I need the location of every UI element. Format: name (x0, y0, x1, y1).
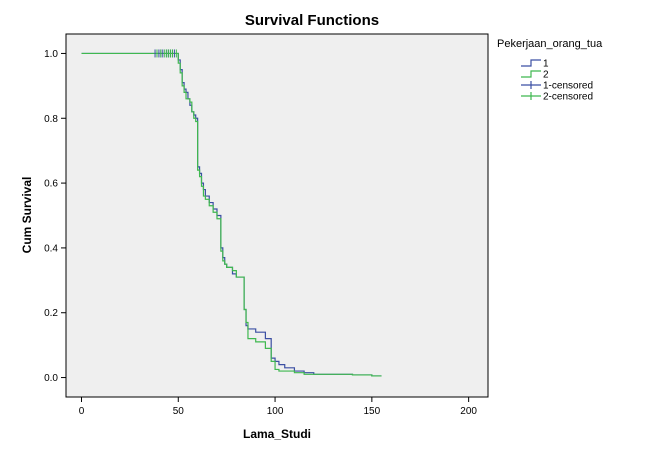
x-tick-label: 150 (364, 406, 381, 417)
x-tick-label: 0 (79, 406, 85, 417)
y-tick-label: 1.0 (44, 49, 58, 60)
x-tick-label: 50 (173, 406, 185, 417)
legend-label: 2-censored (543, 92, 593, 103)
plot-area (65, 33, 489, 398)
y-axis-label: Cum Survival (20, 177, 34, 254)
y-tick-label: 0.4 (44, 243, 58, 254)
x-tick-label: 100 (267, 406, 284, 417)
chart-title: Survival Functions (245, 12, 379, 29)
y-tick-label: 0.0 (44, 373, 58, 384)
legend-swatch-2 (521, 70, 541, 78)
y-tick-label: 0.6 (44, 179, 58, 190)
axis-ticks: 0 50 100 150 200 0.0 0.2 0.4 0.6 0.8 1.0 (44, 49, 477, 417)
x-axis-label: Lama_Studi (243, 427, 311, 441)
legend: Pekerjaan_orang_tua 121-censored2-censor… (497, 38, 603, 103)
legend-swatch-1 (521, 59, 541, 67)
legend-title: Pekerjaan_orang_tua (497, 38, 603, 50)
legend-label: 1-censored (543, 81, 593, 92)
legend-label: 2 (543, 70, 549, 81)
y-tick-label: 0.8 (44, 114, 58, 125)
legend-label: 1 (543, 59, 549, 70)
series-layer (81, 52, 382, 377)
y-tick-label: 0.2 (44, 308, 58, 319)
x-tick-label: 200 (460, 406, 477, 417)
censor-layer (154, 49, 177, 58)
series-2-line (81, 52, 382, 377)
